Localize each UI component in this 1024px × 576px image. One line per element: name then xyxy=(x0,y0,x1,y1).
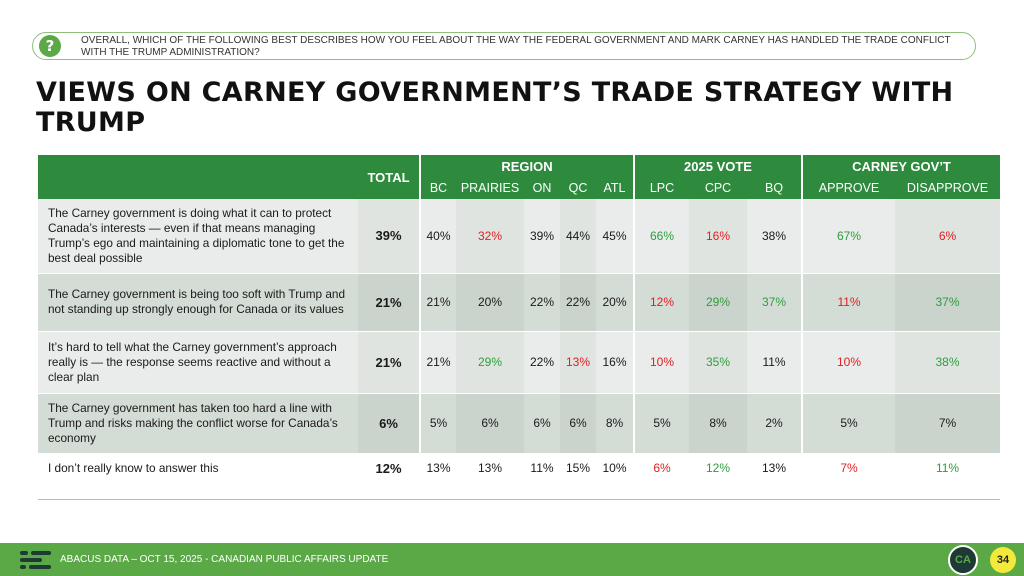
row-value: 11% xyxy=(524,453,560,484)
row-total: 21% xyxy=(358,273,420,332)
row-total: 6% xyxy=(358,393,420,454)
row-value: 13% xyxy=(560,331,596,394)
row-value: 21% xyxy=(419,273,456,332)
row-value: 29% xyxy=(689,273,748,332)
row-label: The Carney government is doing what it c… xyxy=(38,199,358,274)
row-value: 13% xyxy=(747,453,803,484)
row-value: 15% xyxy=(560,453,596,484)
row-value: 8% xyxy=(596,393,635,454)
row-value: 29% xyxy=(456,331,524,394)
row-value: 12% xyxy=(689,453,748,484)
row-value: 2% xyxy=(747,393,803,454)
row-value: 44% xyxy=(560,199,596,274)
col-header: CPC xyxy=(689,177,748,199)
row-value: 21% xyxy=(419,331,456,394)
table-row: The Carney government is doing what it c… xyxy=(38,199,1001,274)
row-value: 45% xyxy=(596,199,635,274)
row-value: 16% xyxy=(689,199,748,274)
table-row: The Carney government is being too soft … xyxy=(38,273,1001,332)
row-value: 37% xyxy=(895,273,1001,332)
row-value: 22% xyxy=(524,331,560,394)
table-row: The Carney government has taken too hard… xyxy=(38,393,1001,454)
row-value: 22% xyxy=(524,273,560,332)
table-bottom-rule xyxy=(38,499,1000,500)
col-header: BC xyxy=(419,177,456,199)
col-header: LPC xyxy=(633,177,690,199)
header-group-carney: CARNEY GOV’T xyxy=(801,155,1001,177)
table-row: It’s hard to tell what the Carney govern… xyxy=(38,331,1001,394)
row-value: 10% xyxy=(801,331,896,394)
abacus-logo-icon xyxy=(20,551,52,569)
col-header: APPROVE xyxy=(801,177,896,199)
row-value: 5% xyxy=(419,393,456,454)
question-banner: ? Overall, which of the following best d… xyxy=(32,32,976,60)
row-value: 5% xyxy=(801,393,896,454)
row-value: 6% xyxy=(524,393,560,454)
row-label: The Carney government is being too soft … xyxy=(38,273,358,332)
table-row: I don’t really know to answer this 12% 13%… xyxy=(38,453,1001,484)
row-value: 6% xyxy=(456,393,524,454)
row-value: 38% xyxy=(895,331,1001,394)
row-value: 10% xyxy=(633,331,690,394)
row-value: 38% xyxy=(747,199,803,274)
col-header: QC xyxy=(560,177,596,199)
footer-bar: ABACUS DATA – OCT 15, 2025 - CANADIAN PU… xyxy=(0,543,1024,576)
row-value: 11% xyxy=(801,273,896,332)
row-value: 10% xyxy=(596,453,635,484)
row-value: 11% xyxy=(895,453,1001,484)
footer-text: ABACUS DATA – OCT 15, 2025 - CANADIAN PU… xyxy=(60,554,389,565)
page-title: VIEWS ON CARNEY GOVERNMENT’S TRADE STRAT… xyxy=(36,77,954,138)
col-header: DISAPPROVE xyxy=(895,177,1001,199)
page-number: 34 xyxy=(990,547,1016,573)
row-value: 22% xyxy=(560,273,596,332)
row-value: 67% xyxy=(801,199,896,274)
row-value: 13% xyxy=(419,453,456,484)
row-label: The Carney government has taken too hard… xyxy=(38,393,358,454)
row-value: 8% xyxy=(689,393,748,454)
row-value: 11% xyxy=(747,331,803,394)
row-value: 7% xyxy=(801,453,896,484)
row-total: 12% xyxy=(358,453,420,484)
ca-badge-icon: CA xyxy=(948,545,978,575)
row-value: 20% xyxy=(596,273,635,332)
row-total: 39% xyxy=(358,199,420,274)
col-header: ON xyxy=(524,177,560,199)
row-total: 21% xyxy=(358,331,420,394)
row-value: 20% xyxy=(456,273,524,332)
row-value: 66% xyxy=(633,199,690,274)
row-label: I don’t really know to answer this xyxy=(38,453,358,484)
row-value: 12% xyxy=(633,273,690,332)
row-value: 16% xyxy=(596,331,635,394)
header-blank xyxy=(38,155,358,199)
row-label: It’s hard to tell what the Carney govern… xyxy=(38,331,358,394)
row-value: 5% xyxy=(633,393,690,454)
row-value: 39% xyxy=(524,199,560,274)
row-value: 40% xyxy=(419,199,456,274)
row-value: 35% xyxy=(689,331,748,394)
row-value: 6% xyxy=(560,393,596,454)
header-group-region: REGION xyxy=(418,155,635,177)
header-group-vote: 2025 VOTE xyxy=(633,155,803,177)
row-value: 7% xyxy=(895,393,1001,454)
col-header: ATL xyxy=(596,177,635,199)
col-header: BQ xyxy=(747,177,803,199)
row-value: 32% xyxy=(456,199,524,274)
results-table: TOTAL REGION 2025 VOTE CARNEY GOV’T BC P… xyxy=(38,155,1001,484)
row-value: 6% xyxy=(633,453,690,484)
row-value: 13% xyxy=(456,453,524,484)
col-header: PRAIRIES xyxy=(456,177,524,199)
question-icon: ? xyxy=(39,35,61,57)
header-total: TOTAL xyxy=(358,155,420,199)
question-text: Overall, which of the following best des… xyxy=(81,35,951,58)
row-value: 37% xyxy=(747,273,803,332)
row-value: 6% xyxy=(895,199,1001,274)
